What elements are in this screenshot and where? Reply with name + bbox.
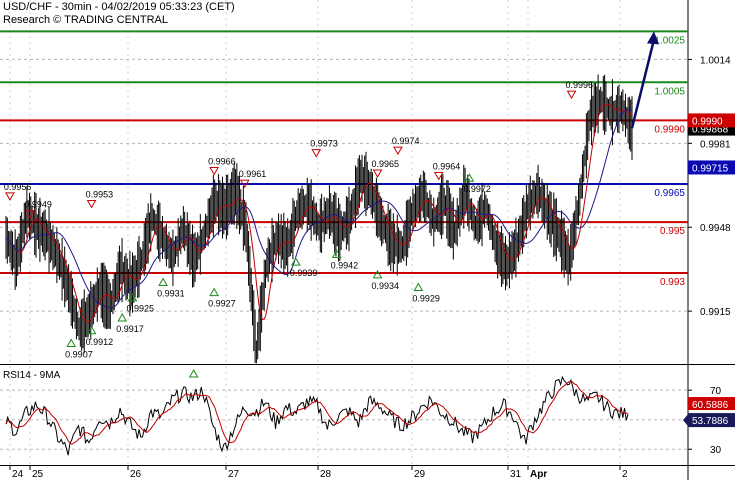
time-tick-label: 27 — [228, 469, 240, 480]
low-marker — [66, 338, 77, 347]
price-tick-label: 1.0014 — [700, 55, 731, 66]
high-marker — [372, 169, 383, 179]
high-marker — [311, 149, 322, 158]
rsi-title: RSI14 - 9MA — [3, 370, 61, 381]
high-label: 0.9965 — [372, 159, 400, 169]
rsi-value-tag — [688, 413, 735, 428]
rsi-ma-tag — [688, 397, 735, 411]
low-marker — [209, 287, 219, 297]
high-label: 0.9961 — [239, 169, 267, 179]
ma-price-tag — [688, 160, 735, 175]
high-marker — [239, 179, 250, 189]
high-label: 0.9974 — [392, 136, 420, 146]
level-label: 1.0025 — [654, 35, 685, 46]
high-label: 0.9964 — [433, 162, 461, 172]
time-tick-label: 29 — [414, 469, 426, 480]
low-marker — [86, 325, 97, 335]
level-label: 1.0005 — [654, 86, 685, 97]
low-marker — [188, 368, 199, 378]
high-marker — [86, 200, 97, 209]
ma-price-label: 0.99715 — [692, 163, 729, 174]
high-marker — [5, 192, 15, 201]
trend-arrow-head — [647, 31, 659, 45]
rsi-value-label: 53.7886 — [692, 416, 729, 427]
low-label: 0.9929 — [412, 294, 440, 304]
time-tick-label: 31 — [510, 469, 522, 480]
low-label: 0.9907 — [65, 349, 93, 359]
time-tick-label: Apr — [530, 469, 547, 480]
low-label: 0.9972 — [463, 184, 491, 194]
high-label: 0.9956 — [4, 182, 32, 192]
resistance-price-tag — [688, 113, 735, 128]
high-marker — [25, 210, 36, 219]
price-tick-label: 0.9981 — [700, 139, 731, 150]
fast-moving-average — [5, 103, 633, 323]
low-marker — [158, 277, 168, 286]
low-marker — [331, 249, 342, 258]
research-credit: Research © TRADING CENTRAL — [3, 14, 168, 26]
low-label: 0.9942 — [331, 260, 359, 270]
low-marker — [127, 292, 138, 302]
level-label: 0.993 — [660, 277, 685, 288]
level-label: 0.9990 — [654, 124, 685, 135]
time-tick-label: 25 — [32, 469, 44, 480]
low-marker — [290, 257, 301, 266]
chart-title: USD/CHF - 30min - 04/02/2019 05:33:23 (C… — [3, 1, 235, 13]
time-tick-label: 24 — [12, 469, 24, 480]
low-marker — [117, 313, 128, 322]
low-label: 0.9917 — [116, 324, 144, 334]
low-label: 0.9912 — [86, 337, 114, 347]
high-label: 0.9953 — [86, 190, 114, 200]
high-marker — [393, 146, 403, 156]
low-label: 0.9925 — [126, 304, 154, 314]
rsi-tick-label: 70 — [710, 386, 722, 397]
low-label: 0.9931 — [157, 288, 185, 298]
low-marker — [372, 269, 383, 279]
current-price-label: 0.99868 — [692, 125, 729, 136]
rsi-tick-label: 30 — [710, 445, 722, 456]
low-label: 0.9934 — [372, 281, 400, 291]
high-marker — [566, 90, 577, 100]
price-tick-label: 0.9915 — [700, 307, 731, 318]
time-tick-label: 2 — [622, 469, 628, 480]
time-tick-label: 28 — [320, 469, 332, 480]
rsi-value-tag-pointer — [683, 414, 688, 427]
slow-moving-average — [5, 108, 633, 309]
high-label: 0.9973 — [310, 139, 338, 149]
rsi-ma-label: 60.5886 — [692, 400, 729, 411]
low-marker — [464, 173, 475, 182]
high-marker — [209, 166, 219, 176]
rsi-line — [5, 375, 629, 456]
level-label: 0.9965 — [654, 188, 685, 199]
high-label: 0.9949 — [24, 200, 52, 210]
rsi-moving-average — [5, 380, 629, 445]
high-marker — [433, 172, 444, 181]
time-tick-label: 26 — [130, 469, 142, 480]
trend-arrow — [630, 39, 656, 129]
high-label: 0.9966 — [208, 156, 236, 166]
level-label: 0.995 — [660, 226, 685, 237]
resistance-price-label: 0.9990 — [692, 116, 723, 127]
low-label: 0.9939 — [290, 268, 318, 278]
high-label: 0.9996 — [566, 80, 594, 90]
low-marker — [413, 282, 424, 292]
low-label: 0.9927 — [208, 299, 236, 309]
price-tick-label: 0.9948 — [700, 223, 731, 234]
